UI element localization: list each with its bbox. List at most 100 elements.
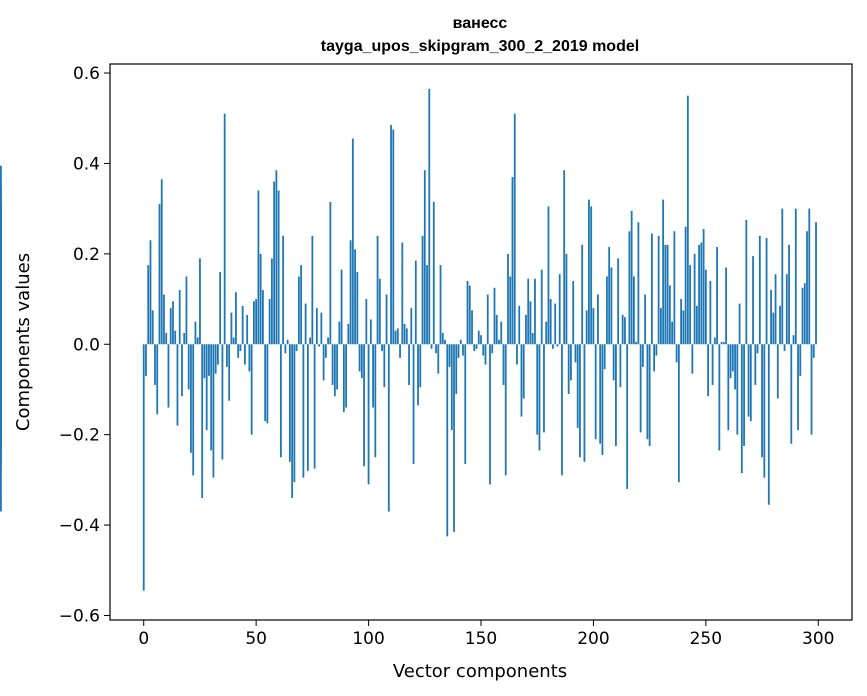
bar [727,344,730,431]
bar [268,299,271,345]
bar [405,328,408,345]
bar [790,344,793,444]
bar [333,344,336,397]
bar [194,321,197,345]
bar [300,265,303,345]
bar [147,265,150,345]
bar [509,276,512,345]
bar [635,342,638,345]
bar [655,344,658,356]
bar [495,314,498,345]
bar [601,344,604,456]
bar [491,344,494,354]
bar [273,181,276,345]
bar [403,323,406,345]
bar [576,344,579,428]
bar [621,314,624,345]
bar [196,337,199,345]
bar [554,303,557,345]
bar [210,344,213,451]
bar [208,344,210,376]
bar [695,305,698,345]
bar [713,337,716,345]
bar [716,247,718,345]
bar [239,344,242,352]
bar [511,177,514,345]
bar [270,258,273,345]
bar [253,301,255,345]
bar [297,276,300,345]
bar [702,228,705,345]
bar [475,344,478,349]
bar [262,290,264,345]
bar [338,321,341,345]
bar [482,344,485,356]
bar [320,312,323,345]
bar [525,314,527,345]
bar [518,305,521,345]
bar [563,170,566,345]
bar [806,231,808,345]
bar [365,299,368,345]
bar [439,265,442,345]
x-axis-label: Vector components [393,661,567,682]
bar [691,344,694,374]
bar [516,344,518,365]
bar [322,344,325,381]
bar [677,344,680,483]
bar [205,344,208,431]
bar [549,299,552,345]
bar [641,344,644,367]
bar [190,344,192,453]
bar [522,344,525,399]
bar [615,344,617,446]
bar [754,344,757,385]
bar [650,233,653,345]
bar [156,344,159,415]
bars-group [0,88,817,591]
bar [293,344,296,483]
bar [536,344,539,435]
bar [167,344,170,408]
bar [808,208,811,345]
bar [725,267,727,345]
bar [203,344,206,379]
bar [354,249,356,345]
bar [767,344,770,505]
bar [246,314,249,345]
bar [441,332,444,345]
bar [401,242,404,345]
bar [788,244,790,345]
bar [794,208,797,345]
bar [689,265,692,345]
bar [369,319,372,345]
bar [255,299,258,345]
bar [502,344,505,385]
bar [736,344,739,435]
y-tick-label: −0.2 [59,426,100,446]
bar [450,344,453,431]
bar [329,201,332,345]
bar [680,299,683,345]
bar [376,235,379,345]
bar [707,344,709,397]
bar [437,344,440,374]
bar [770,290,772,345]
bar [241,305,244,345]
bar [585,310,588,345]
bar [169,308,172,345]
bar [653,344,656,372]
bar [185,276,188,345]
bar [221,344,224,460]
bar [284,344,287,354]
bar [158,204,161,345]
bar [628,231,631,345]
bar [181,344,183,397]
bar [624,317,626,345]
bar [347,323,350,345]
bar [313,344,316,469]
bar [291,344,294,498]
x-tick-label: 300 [802,629,834,649]
x-tick-label: 100 [352,629,384,649]
bar [489,344,491,485]
